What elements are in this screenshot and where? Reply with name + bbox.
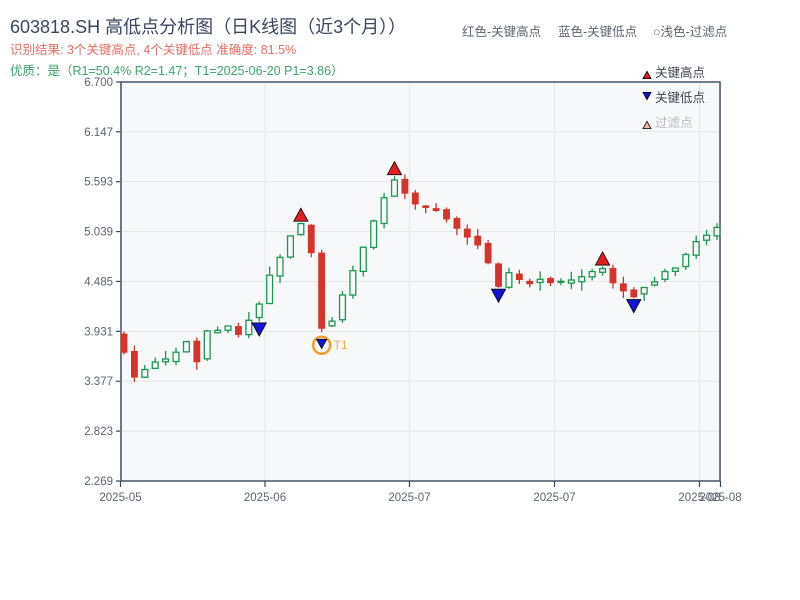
svg-text:2025-08: 2025-08 [699,492,741,504]
svg-text:关键高点: 关键高点 [655,65,705,80]
svg-text:2025-07: 2025-07 [388,492,430,504]
svg-text:3.377: 3.377 [84,376,113,388]
svg-text:6.700: 6.700 [84,77,113,89]
svg-text:T1: T1 [334,338,348,352]
svg-text:2.823: 2.823 [84,426,113,438]
svg-text:3.931: 3.931 [84,326,113,338]
svg-text:过滤点: 过滤点 [655,116,693,130]
svg-text:2025-06: 2025-06 [244,492,286,504]
svg-text:5.039: 5.039 [84,227,113,239]
svg-text:6.147: 6.147 [84,127,113,139]
svg-text:5.593: 5.593 [84,177,113,189]
svg-text:2.269: 2.269 [84,476,113,488]
svg-text:2025-05: 2025-05 [99,492,141,504]
svg-text:关键低点: 关键低点 [655,91,705,105]
svg-text:2025-07: 2025-07 [533,492,575,504]
svg-text:4.485: 4.485 [84,276,113,288]
